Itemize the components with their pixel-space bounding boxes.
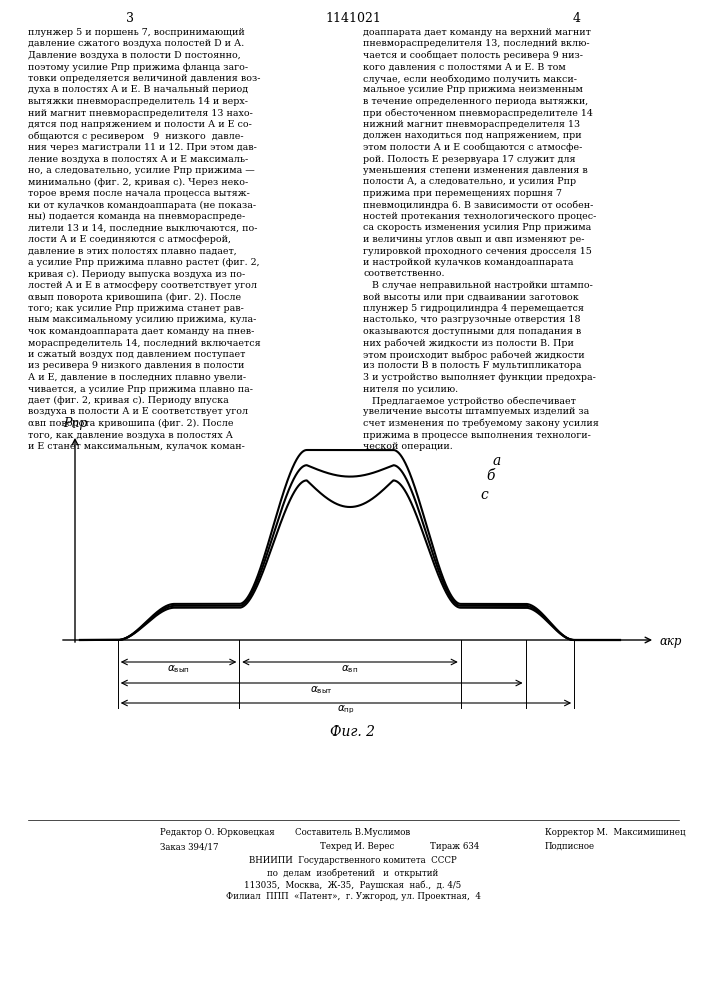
Text: пневмоцилиндра 6. В зависимости от особен-: пневмоцилиндра 6. В зависимости от особе…	[363, 200, 593, 210]
Text: Подписное: Подписное	[545, 842, 595, 851]
Text: поэтому усилие Pпр прижима фланца заго-: поэтому усилие Pпр прижима фланца заго-	[28, 62, 248, 72]
Text: торое время после начала процесса вытяж-: торое время после начала процесса вытяж-	[28, 189, 250, 198]
Text: и величины углов αвып и αвп изменяют ре-: и величины углов αвып и αвп изменяют ре-	[363, 235, 585, 244]
Text: 3 и устройство выполняет функции предохра-: 3 и устройство выполняет функции предохр…	[363, 373, 596, 382]
Text: них рабочей жидкости из полости В. При: них рабочей жидкости из полости В. При	[363, 338, 574, 348]
Text: случае, если необходимо получить макси-: случае, если необходимо получить макси-	[363, 74, 577, 84]
Text: рой. Полость Е резервуара 17 служит для: рой. Полость Е резервуара 17 служит для	[363, 154, 575, 163]
Text: и сжатый воздух под давлением поступает: и сжатый воздух под давлением поступает	[28, 350, 245, 359]
Text: ческой операции.: ческой операции.	[363, 442, 452, 451]
Text: мальное усилие Pпр прижима неизменным: мальное усилие Pпр прижима неизменным	[363, 86, 583, 95]
Text: должен находиться под напряжением, при: должен находиться под напряжением, при	[363, 131, 582, 140]
Text: плунжер 5 и поршень 7, воспринимающий: плунжер 5 и поршень 7, воспринимающий	[28, 28, 245, 37]
Text: вой высоты или при сдваивании заготовок: вой высоты или при сдваивании заготовок	[363, 292, 579, 302]
Text: $\alpha_{\rm пр}$: $\alpha_{\rm пр}$	[337, 704, 355, 716]
Text: этом происходит выброс рабочей жидкости: этом происходит выброс рабочей жидкости	[363, 350, 585, 360]
Text: αкр: αкр	[660, 636, 682, 648]
Text: кривая c). Периоду выпуска воздуха из по-: кривая c). Периоду выпуска воздуха из по…	[28, 269, 245, 279]
Text: Техред И. Верес: Техред И. Верес	[320, 842, 395, 851]
Text: этом полости А и Е сообщаются с атмосфе-: этом полости А и Е сообщаются с атмосфе-	[363, 143, 583, 152]
Text: чок командоаппарата дает команду на пнев-: чок командоаппарата дает команду на пнев…	[28, 327, 255, 336]
Text: ки от кулачков командоаппарата (не показа-: ки от кулачков командоаппарата (не показ…	[28, 200, 256, 210]
Text: прижима в процессе выполнения технологи-: прижима в процессе выполнения технологи-	[363, 430, 591, 440]
Text: ния через магистрали 11 и 12. При этом дав-: ния через магистрали 11 и 12. При этом д…	[28, 143, 257, 152]
Text: В случае неправильной настройки штампо-: В случае неправильной настройки штампо-	[363, 281, 593, 290]
Text: αвп поворота кривошипа (фиг. 2). После: αвп поворота кривошипа (фиг. 2). После	[28, 419, 233, 428]
Text: духа в полостях А и Е. В начальный период: духа в полостях А и Е. В начальный перио…	[28, 86, 248, 95]
Text: Предлагаемое устройство обеспечивает: Предлагаемое устройство обеспечивает	[363, 396, 576, 406]
Text: са скорость изменения усилия Pпр прижима: са скорость изменения усилия Pпр прижима	[363, 224, 591, 232]
Text: соответственно.: соответственно.	[363, 269, 445, 278]
Text: по  делам  изобретений   и  открытий: по делам изобретений и открытий	[267, 868, 438, 878]
Text: настолько, что разгрузочные отверстия 18: настолько, что разгрузочные отверстия 18	[363, 316, 580, 324]
Text: ностей протекания технологического процес-: ностей протекания технологического проце…	[363, 212, 597, 221]
Text: Pпр: Pпр	[63, 417, 87, 430]
Text: 4: 4	[573, 12, 581, 25]
Text: чивается, а усилие Pпр прижима плавно па-: чивается, а усилие Pпр прижима плавно па…	[28, 384, 253, 393]
Text: увеличение высоты штампуемых изделий за: увеличение высоты штампуемых изделий за	[363, 408, 589, 416]
Text: нителя по усилию.: нителя по усилию.	[363, 384, 458, 393]
Text: нижний магнит пневмораспределителя 13: нижний магнит пневмораспределителя 13	[363, 120, 580, 129]
Text: счет изменения по требуемому закону усилия: счет изменения по требуемому закону усил…	[363, 419, 599, 428]
Text: и настройкой кулачков командоаппарата: и настройкой кулачков командоаппарата	[363, 258, 573, 267]
Text: ным максимальному усилию прижима, кула-: ным максимальному усилию прижима, кула-	[28, 316, 257, 324]
Text: $\alpha_{\rm вып}$: $\alpha_{\rm вып}$	[167, 663, 190, 675]
Text: 113035,  Москва,  Ж-35,  Раушская  наб.,  д. 4/5: 113035, Москва, Ж-35, Раушская наб., д. …	[245, 880, 462, 890]
Text: полости А, а следовательно, и усилия Pпр: полости А, а следовательно, и усилия Pпр	[363, 178, 576, 186]
Text: $\alpha_{\rm вп}$: $\alpha_{\rm вп}$	[341, 663, 358, 675]
Text: αвып поворота кривошипа (фиг. 2). После: αвып поворота кривошипа (фиг. 2). После	[28, 292, 241, 302]
Text: уменьшения степени изменения давления в: уменьшения степени изменения давления в	[363, 166, 588, 175]
Text: ний магнит пневмораспределителя 13 нахо-: ний магнит пневмораспределителя 13 нахо-	[28, 108, 253, 117]
Text: того; как усилие Pпр прижима станет рав-: того; как усилие Pпр прижима станет рав-	[28, 304, 244, 313]
Text: лители 13 и 14, последние выключаются, по-: лители 13 и 14, последние выключаются, п…	[28, 224, 257, 232]
Text: из полости В в полость F мультипликатора: из полости В в полость F мультипликатора	[363, 361, 581, 370]
Text: Составитель В.Муслимов: Составитель В.Муслимов	[296, 828, 411, 837]
Text: кого давления с полостями А и Е. В том: кого давления с полостями А и Е. В том	[363, 62, 566, 72]
Text: но, а следовательно, усилие Pпр прижима —: но, а следовательно, усилие Pпр прижима …	[28, 166, 255, 175]
Text: в течение определенного периода вытяжки,: в течение определенного периода вытяжки,	[363, 97, 588, 106]
Text: пневмораспределителя 13, последний вклю-: пневмораспределителя 13, последний вклю-	[363, 39, 590, 48]
Text: б: б	[486, 469, 495, 483]
Text: Редактор О. Юрковецкая: Редактор О. Юрковецкая	[160, 828, 275, 837]
Text: плунжер 5 гидроцилиндра 4 перемещается: плунжер 5 гидроцилиндра 4 перемещается	[363, 304, 584, 313]
Text: прижима при перемещениях поршня 7: прижима при перемещениях поршня 7	[363, 189, 562, 198]
Text: оказываются доступными для попадания в: оказываются доступными для попадания в	[363, 327, 581, 336]
Text: ны) подается команда на пневмораспреде-: ны) подается команда на пневмораспреде-	[28, 212, 245, 221]
Text: чается и сообщает полость ресивера 9 низ-: чается и сообщает полость ресивера 9 низ…	[363, 51, 583, 60]
Text: 1141021: 1141021	[325, 12, 381, 25]
Text: 3: 3	[126, 12, 134, 25]
Text: минимально (фиг. 2, кривая c). Через неко-: минимально (фиг. 2, кривая c). Через нек…	[28, 178, 248, 187]
Text: дятся под напряжением и полости А и Е со-: дятся под напряжением и полости А и Е со…	[28, 120, 252, 129]
Text: a: a	[492, 454, 501, 468]
Text: и Е станет максимальным, кулачок коман-: и Е станет максимальным, кулачок коман-	[28, 442, 245, 451]
Text: того, как давление воздуха в полостях А: того, как давление воздуха в полостях А	[28, 430, 233, 440]
Text: ление воздуха в полостях А и Е максималь-: ление воздуха в полостях А и Е максималь…	[28, 154, 248, 163]
Text: давление сжатого воздуха полостей D и А.: давление сжатого воздуха полостей D и А.	[28, 39, 244, 48]
Text: $\alpha_{\rm выт}$: $\alpha_{\rm выт}$	[310, 684, 333, 696]
Text: лостей А и Е в атмосферу соответствует угол: лостей А и Е в атмосферу соответствует у…	[28, 281, 257, 290]
Text: c: c	[480, 488, 488, 502]
Text: Филиал  ППП  «Патент»,  г. Ужгород, ул. Проектная,  4: Филиал ППП «Патент», г. Ужгород, ул. Про…	[226, 892, 481, 901]
Text: ВНИИПИ  Государственного комитета  СССР: ВНИИПИ Государственного комитета СССР	[249, 856, 457, 865]
Text: доаппарата дает команду на верхний магнит: доаппарата дает команду на верхний магни…	[363, 28, 591, 37]
Text: лости А и Е соединяются с атмосферой,: лости А и Е соединяются с атмосферой,	[28, 235, 231, 244]
Text: гулировкой проходного сечения дросселя 15: гулировкой проходного сечения дросселя 1…	[363, 246, 592, 255]
Text: Тираж 634: Тираж 634	[430, 842, 479, 851]
Text: воздуха в полости А и Е соответствует угол: воздуха в полости А и Е соответствует уг…	[28, 408, 248, 416]
Text: А и Е, давление в последних плавно увели-: А и Е, давление в последних плавно увели…	[28, 373, 246, 382]
Text: мораспределитель 14, последний включается: мораспределитель 14, последний включаетс…	[28, 338, 261, 348]
Text: Корректор М.  Максимишинец: Корректор М. Максимишинец	[545, 828, 686, 837]
Text: дает (фиг. 2, кривая c). Периоду впуска: дает (фиг. 2, кривая c). Периоду впуска	[28, 396, 229, 405]
Text: общаются с ресивером   9  низкого  давле-: общаются с ресивером 9 низкого давле-	[28, 131, 244, 141]
Text: Фиг. 2: Фиг. 2	[330, 725, 375, 739]
Text: товки определяется величиной давления воз-: товки определяется величиной давления во…	[28, 74, 260, 83]
Text: а усилие Pпр прижима плавно растет (фиг. 2,: а усилие Pпр прижима плавно растет (фиг.…	[28, 258, 259, 267]
Text: при обесточенном пневмораспределителе 14: при обесточенном пневмораспределителе 14	[363, 108, 593, 118]
Text: вытяжки пневмораспределитель 14 и верх-: вытяжки пневмораспределитель 14 и верх-	[28, 97, 248, 106]
Text: Давление воздуха в полости D постоянно,: Давление воздуха в полости D постоянно,	[28, 51, 241, 60]
Text: давление в этих полостях плавно падает,: давление в этих полостях плавно падает,	[28, 246, 237, 255]
Text: Заказ 394/17: Заказ 394/17	[160, 842, 218, 851]
Text: из ресивера 9 низкого давления в полости: из ресивера 9 низкого давления в полости	[28, 361, 245, 370]
